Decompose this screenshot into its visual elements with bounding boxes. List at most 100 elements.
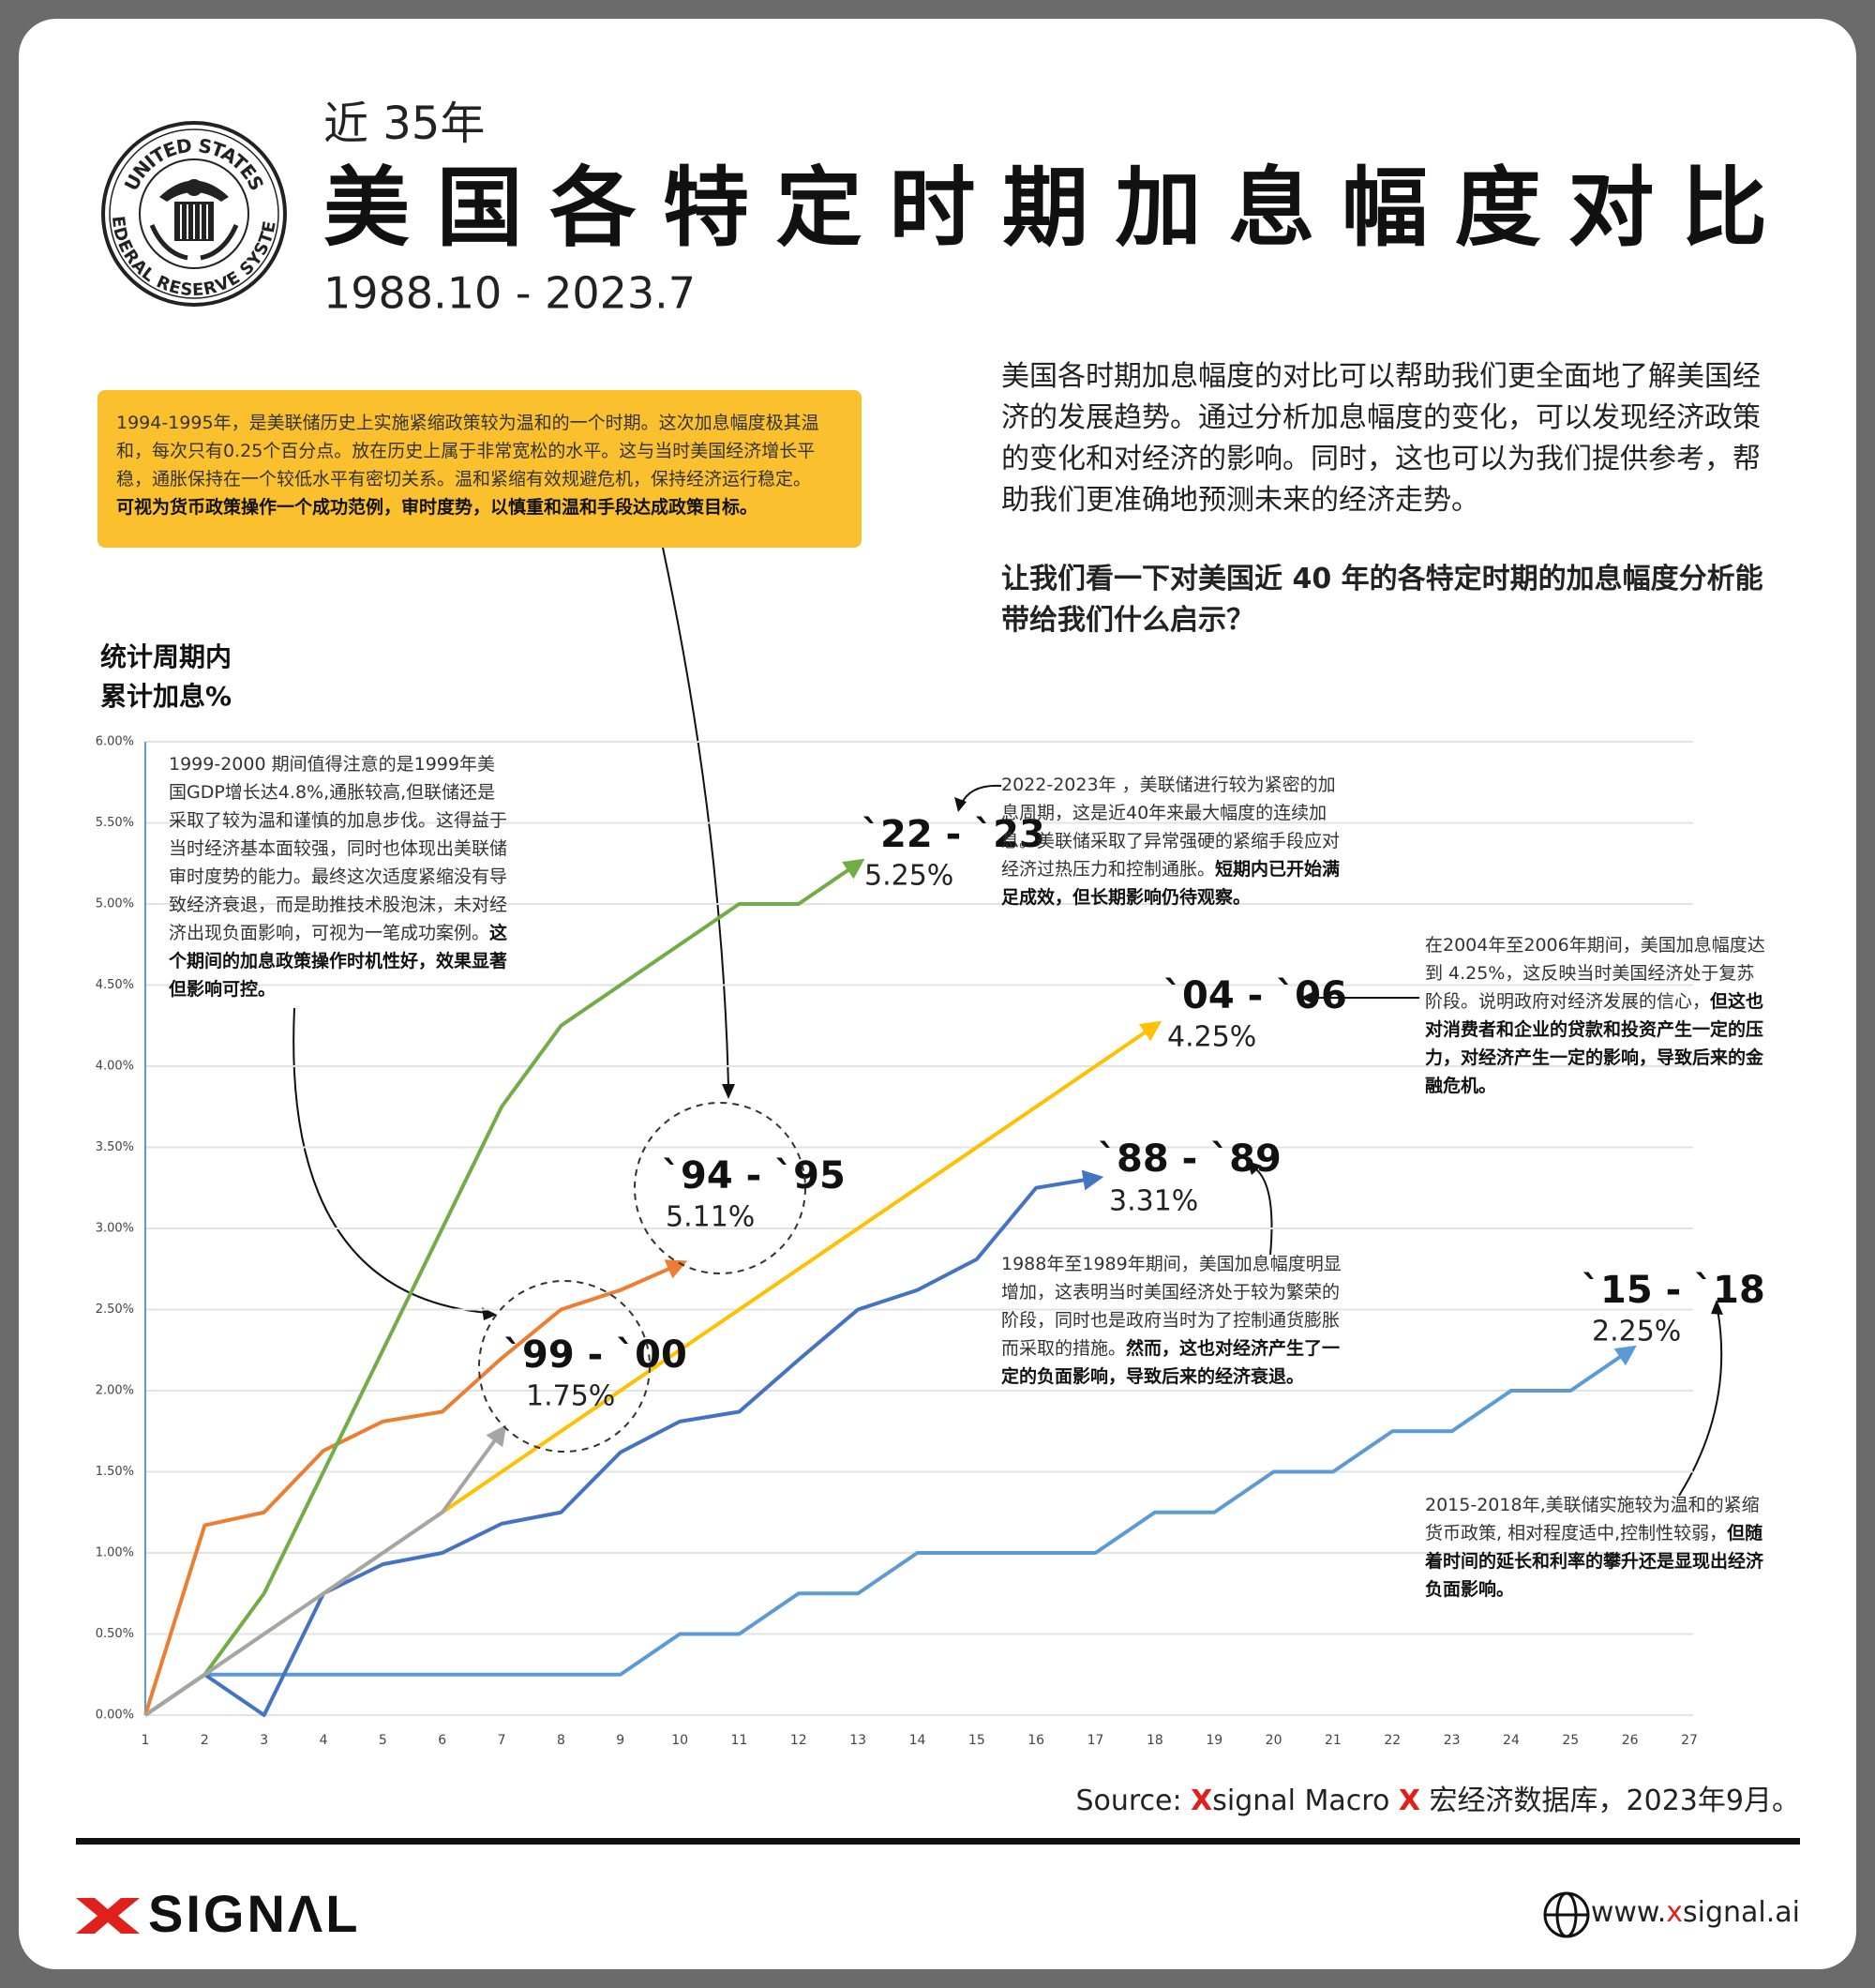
x-tick-label: 20 [1266,1733,1282,1748]
series-name: `94 - `95 [662,1154,846,1197]
logo: SIGNΛL [148,1884,360,1943]
x-tick-label: 22 [1384,1733,1401,1748]
x-tick-label: 16 [1028,1733,1044,1748]
note-bold: 但随着时间的延长和利率的攀升还是显现出经济负面影响。 [1425,1523,1764,1600]
series-line [143,858,865,1717]
x-tick-label: 18 [1147,1733,1163,1748]
note: 在2004年至2006年期间，美国加息幅度达到 4.25%，这反映当时美国经济处… [1425,931,1772,1100]
source: Source: Xsignal Macro X 宏经济数据库，2023年9月。 [1075,1777,1800,1818]
note: 2022-2023年 ，美联储进行较为紧密的加息周期，这是近40年来最大幅度的连… [1001,771,1348,911]
title: 美国各特定时期加息幅度对比 [323,158,1767,258]
y-tick-label: 4.00% [96,1060,134,1074]
question: 让我们看一下对美国近 40 年的各特定时期的加息幅度分析能带给我们什么启示？ [1001,563,1763,637]
source-mark: X [1398,1785,1421,1817]
series-line [143,1169,1104,1717]
note-bold: 但这也对消费者和企业的贷款和投资产生一定的压力，对经济产生一定的影响，导致后来的… [1425,991,1764,1096]
y-tick-label: 2.00% [96,1384,134,1398]
x-tick-label: 5 [379,1733,387,1748]
y-tick-label: 3.50% [96,1140,134,1154]
series-total: 5.25% [864,860,953,893]
highlight-circle [634,1102,806,1274]
source-text: Source: [1075,1785,1192,1817]
x-tick-label: 21 [1325,1733,1342,1748]
kicker: 近 35年 [323,98,485,150]
y-tick-label: 4.50% [96,978,134,992]
note-text: 1994-1995年，是美联储历史上实施紧缩政策较为温和的一个时期。这次加息幅度… [116,413,819,489]
series-total: 3.31% [1109,1185,1198,1218]
x-tick-label: 13 [849,1733,866,1748]
series-name: `22 - `23 [862,813,1045,856]
url-mark: x [1666,1896,1683,1929]
series-labels: `15 - `18 2.25% `88 - `89 3.31% `94 - `95 5.1… [503,813,1765,1413]
note-text: 1988年至1989年期间，美国加息幅度明显增加，这表明当时美国经济处于较为繁荣… [1001,1254,1342,1359]
series-name: `88 - `89 [1098,1137,1282,1181]
note-text: 1999-2000 期间值得注意的是1999年美国GDP增长达4.8%,通胀较高… [169,754,508,943]
y-axis-title-line: 累计加息% [100,681,232,712]
source-text: signal Macro [1212,1785,1399,1817]
note: 1994-1995年，是美联储历史上实施紧缩政策较为温和的一个时期。这次加息幅度… [116,409,843,521]
highlight-circle [478,1280,651,1453]
y-tick-label: 3.00% [96,1222,134,1236]
connector-heads [482,797,1723,1320]
footer-rule [76,1838,1800,1845]
x-tick-label: 25 [1562,1733,1579,1748]
y-tick-label: 6.00% [96,735,134,749]
period: 1988.10 - 2023.7 [323,268,696,319]
x-tick-label: 17 [1088,1733,1104,1748]
x-tick-label: 3 [260,1733,268,1748]
callout-box: 1994-1995年，是美联储历史上实施紧缩政策较为温和的一个时期。这次加息幅度… [98,390,862,548]
x-tick-label: 9 [616,1733,624,1748]
x-tick-label: 8 [557,1733,565,1748]
x-tick-label: 6 [438,1733,446,1748]
note-text: 在2004年至2006年期间，美国加息幅度达到 4.25%，这反映当时美国经济处… [1425,935,1765,1012]
series-line [143,1345,1637,1717]
x-tick-label: 19 [1206,1733,1222,1748]
note: 1999-2000 期间值得注意的是1999年美国GDP增长达4.8%,通胀较高… [169,750,511,1003]
x-tick-label: 27 [1681,1733,1698,1748]
x-tick-label: 26 [1622,1733,1639,1748]
series-name: `04 - `06 [1163,974,1347,1017]
grid: 0.00% 0.50% 1.00% 1.50% 2.00% 2.50% 3.00% 3.50%… [96,735,1698,1749]
note-text: 2015-2018年,美联储实施较为温和的紧缩货币政策, 相对程度适中,控制性较… [1425,1495,1760,1544]
canvas [19,19,1856,1969]
y-tick-label: 5.50% [96,816,134,830]
x-tick-label: 24 [1503,1733,1520,1748]
series-line [143,1259,688,1716]
y-axis-title: 统计周期内 累计加息% [100,638,232,716]
url-text: signal.ai [1683,1896,1800,1929]
logo-mark [76,1898,140,1934]
series-total: 5.11% [666,1201,755,1234]
series-name: `15 - `18 [1582,1269,1765,1312]
x-tick-label: 10 [671,1733,688,1748]
note-bold: 短期内已开始满足成效，但长期影响仍待观察。 [1001,859,1341,908]
y-tick-label: 0.00% [96,1709,134,1723]
source-text: 宏经济数据库，2023年9月。 [1420,1785,1800,1817]
intro: 美国各时期加息幅度的对比可以帮助我们更全面地了解美国经济的发展趋势。通过分析加息… [1001,360,1761,517]
x-tick-label: 14 [909,1733,926,1748]
globe-icon [1543,1891,1590,1938]
note: 1988年至1989年期间，美国加息幅度明显增加，这表明当时美国经济处于较为繁荣… [1001,1250,1348,1391]
x-tick-label: 2 [201,1733,209,1748]
note-bold: 这个期间的加息政策操作时机性好，效果显著但影响可控。 [169,923,508,1000]
url: www.xsignal.ai [1591,1896,1800,1929]
note: 2015-2018年,美联储实施较为温和的紧缩货币政策, 相对程度适中,控制性较… [1425,1491,1772,1604]
x-tick-label: 7 [498,1733,506,1748]
y-tick-label: 0.50% [96,1627,134,1641]
y-tick-label: 5.00% [96,897,134,911]
y-tick-label: 1.00% [96,1546,134,1560]
note-bold: 可视为货币政策操作一个成功范例，审时度势，以慎重和温和手段达成政策目标。 [116,497,758,518]
source-mark: X [1191,1785,1213,1817]
note-text: 2022-2023年 ，美联储进行较为紧密的加息周期，这是近40年来最大幅度的连… [1001,775,1341,880]
connectors [292,547,1723,1497]
series-total: 1.75% [526,1380,615,1413]
x-tick-label: 1 [142,1733,150,1748]
seal: UNITED STATES FEDERAL RESERVE SYSTEM [0,0,287,307]
y-tick-label: 1.50% [96,1465,134,1479]
series-line [143,1424,507,1717]
series-total: 2.25% [1592,1316,1681,1348]
y-tick-label: 2.50% [96,1303,134,1317]
x-tick-label: 11 [731,1733,748,1748]
x-tick-label: 23 [1444,1733,1461,1748]
series-name: `99 - `00 [503,1333,687,1377]
